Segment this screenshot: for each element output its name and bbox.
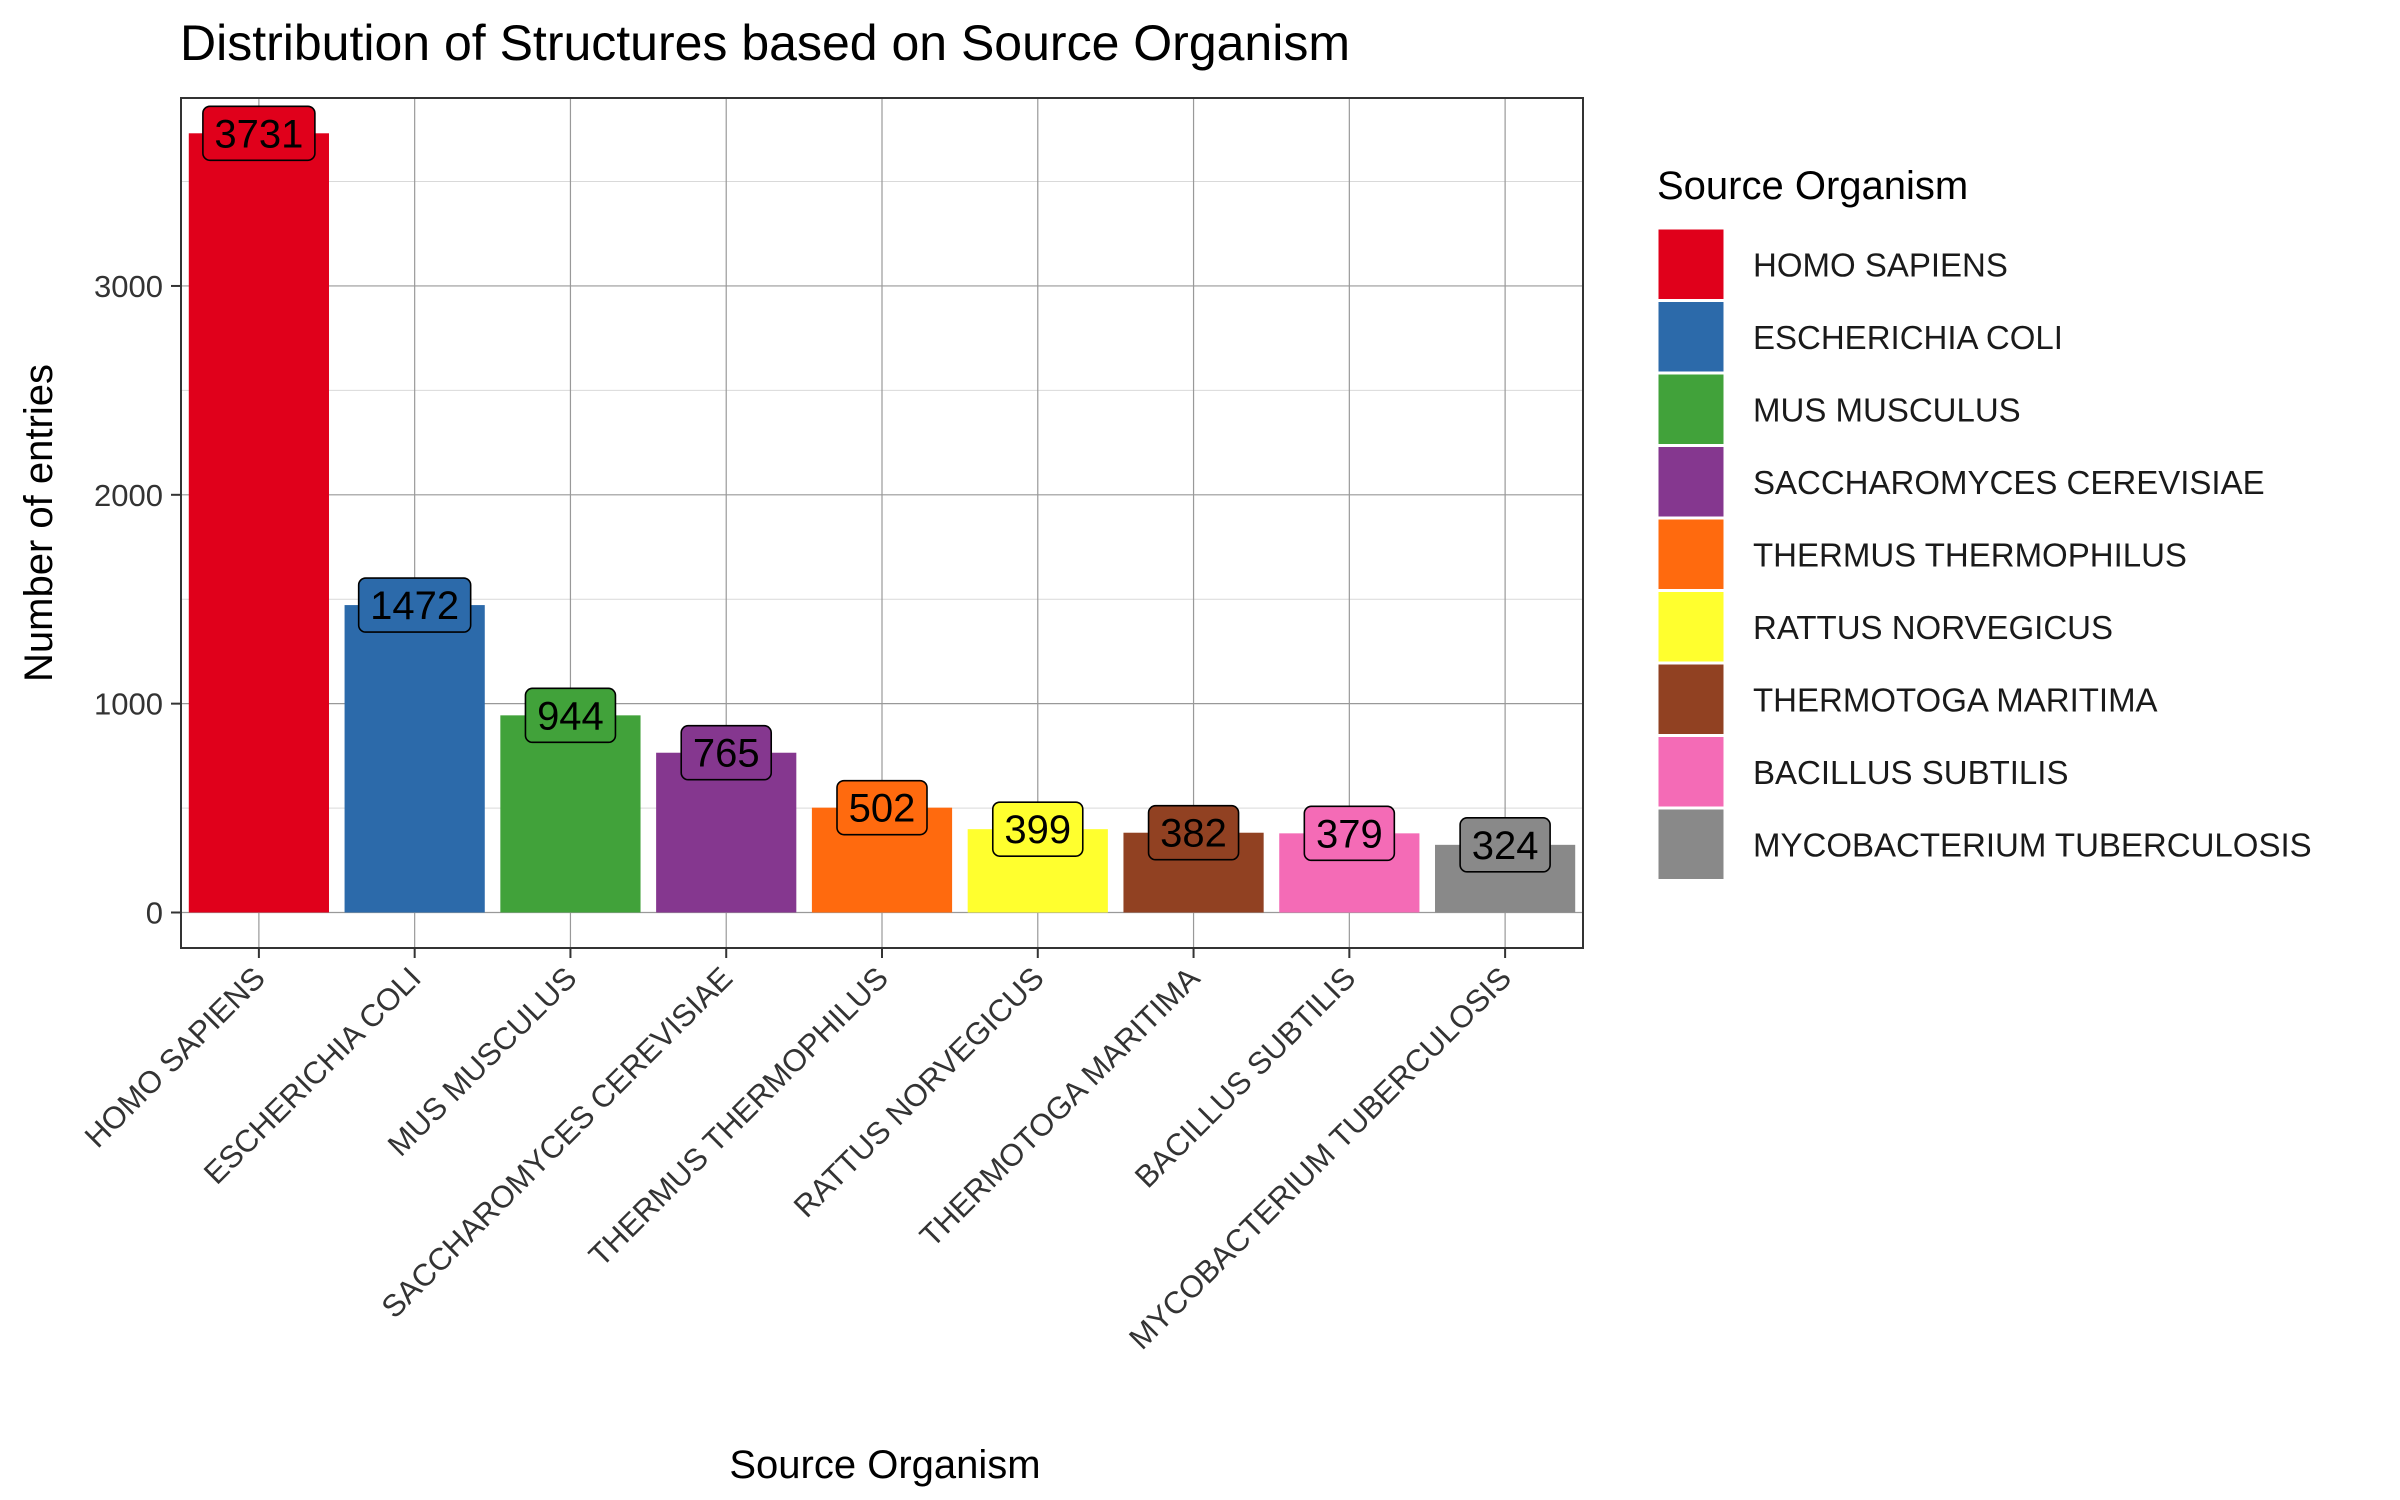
legend-key [1655, 299, 1727, 375]
y-axis: 0 1000 2000 3000 [94, 269, 181, 930]
bar-mus-musculus [500, 715, 641, 913]
legend-label: THERMUS THERMOPHILUS [1753, 536, 2187, 573]
legend-label: MYCOBACTERIUM TUBERCULOSIS [1753, 826, 2312, 863]
legend-item-escherichia-coli: ESCHERICHIA COLI [1655, 299, 2063, 375]
bar-escherichia-coli [344, 605, 485, 913]
legend-item-homo-sapiens: HOMO SAPIENS [1655, 226, 2008, 302]
legend-item-thermotoga-maritima: THERMOTOGA MARITIMA [1655, 661, 2158, 737]
y-tick-label: 3000 [94, 269, 163, 304]
bar-homo-sapiens [188, 133, 329, 913]
legend-key [1655, 444, 1727, 520]
data-label-text: 944 [537, 694, 604, 738]
chart-title: Distribution of Structures based on Sour… [180, 15, 1350, 71]
y-tick-label: 2000 [94, 478, 163, 513]
legend-label: MUS MUSCULUS [1753, 391, 2021, 428]
legend-key [1655, 516, 1727, 592]
data-label-box [202, 105, 316, 162]
data-label-box [836, 779, 928, 836]
data-label-text: 379 [1316, 812, 1383, 856]
legend-item-mycobacterium-tuberculosis: MYCOBACTERIUM TUBERCULOSIS [1655, 806, 2312, 882]
data-label-box [1459, 817, 1551, 873]
data-label-text: 1472 [370, 584, 459, 628]
data-label-box [1303, 805, 1396, 862]
legend-label: BACILLUS SUBTILIS [1753, 754, 2068, 791]
plot-bars [188, 133, 1576, 913]
data-label-escherichia-coli: 1472 [357, 577, 472, 633]
legend-label: HOMO SAPIENS [1753, 246, 2008, 283]
legend-key [1655, 661, 1727, 737]
data-label-mycobacterium-tuberculosis: 324 [1459, 817, 1551, 873]
data-label-box [680, 724, 773, 781]
data-label-text: 399 [1004, 808, 1071, 852]
legend-item-mus-musculus: MUS MUSCULUS [1655, 371, 2021, 447]
data-label-text: 324 [1472, 824, 1539, 868]
legend-item-thermus-thermophilus: THERMUS THERMOPHILUS [1655, 516, 2187, 592]
data-label-rattus-norvegicus: 399 [991, 801, 1084, 857]
data-label-text: 382 [1160, 812, 1227, 856]
x-tick-label-saccharomyces-cerevisiae: SACCHAROMYCES CEREVISIAE [375, 960, 740, 1325]
x-tick-label-thermus-thermophilus: THERMUS THERMOPHILUS [582, 960, 895, 1273]
data-label-thermus-thermophilus: 502 [836, 779, 928, 836]
y-tick-label: 1000 [94, 687, 163, 722]
legend: Source Organism HOMO SAPIENS ESCHERICHIA … [1655, 164, 2312, 882]
x-axis-title: Source Organism [729, 1443, 1040, 1487]
legend-key [1655, 226, 1727, 302]
data-label-text: 765 [693, 732, 760, 776]
data-label-box [524, 687, 617, 744]
y-tick-label: 0 [146, 895, 163, 930]
data-label-saccharomyces-cerevisiae: 765 [680, 724, 773, 781]
legend-label: ESCHERICHIA COLI [1753, 319, 2063, 356]
data-label-box [357, 577, 472, 633]
legend-key [1655, 371, 1727, 447]
data-label-bacillus-subtilis: 379 [1303, 805, 1396, 862]
data-label-box [1147, 804, 1240, 861]
legend-item-rattus-norvegicus: RATTUS NORVEGICUS [1655, 589, 2113, 665]
legend-key [1655, 806, 1727, 882]
legend-label: RATTUS NORVEGICUS [1753, 609, 2113, 646]
legend-key [1655, 589, 1727, 665]
legend-item-saccharomyces-cerevisiae: SACCHAROMYCES CEREVISIAE [1655, 444, 2265, 520]
x-tick-label-rattus-norvegicus: RATTUS NORVEGICUS [787, 960, 1051, 1224]
x-tick-label-thermotoga-maritima: THERMOTOGA MARITIMA [913, 960, 1207, 1254]
legend-key [1655, 734, 1727, 810]
legend-label: SACCHAROMYCES CEREVISIAE [1753, 464, 2265, 501]
data-label-mus-musculus: 944 [524, 687, 617, 744]
data-label-homo-sapiens: 3731 [202, 105, 316, 162]
plot-data-labels: 3731 1472 944 765 502 399 382 379 324 [202, 105, 1551, 873]
data-label-box [991, 801, 1084, 857]
data-label-thermotoga-maritima: 382 [1147, 804, 1240, 861]
data-label-text: 3731 [214, 112, 303, 156]
legend-label: THERMOTOGA MARITIMA [1753, 681, 2158, 718]
data-label-text: 502 [849, 787, 916, 831]
legend-title: Source Organism [1657, 164, 1968, 208]
legend-item-bacillus-subtilis: BACILLUS SUBTILIS [1655, 734, 2068, 810]
y-axis-title: Number of entries [17, 364, 61, 682]
